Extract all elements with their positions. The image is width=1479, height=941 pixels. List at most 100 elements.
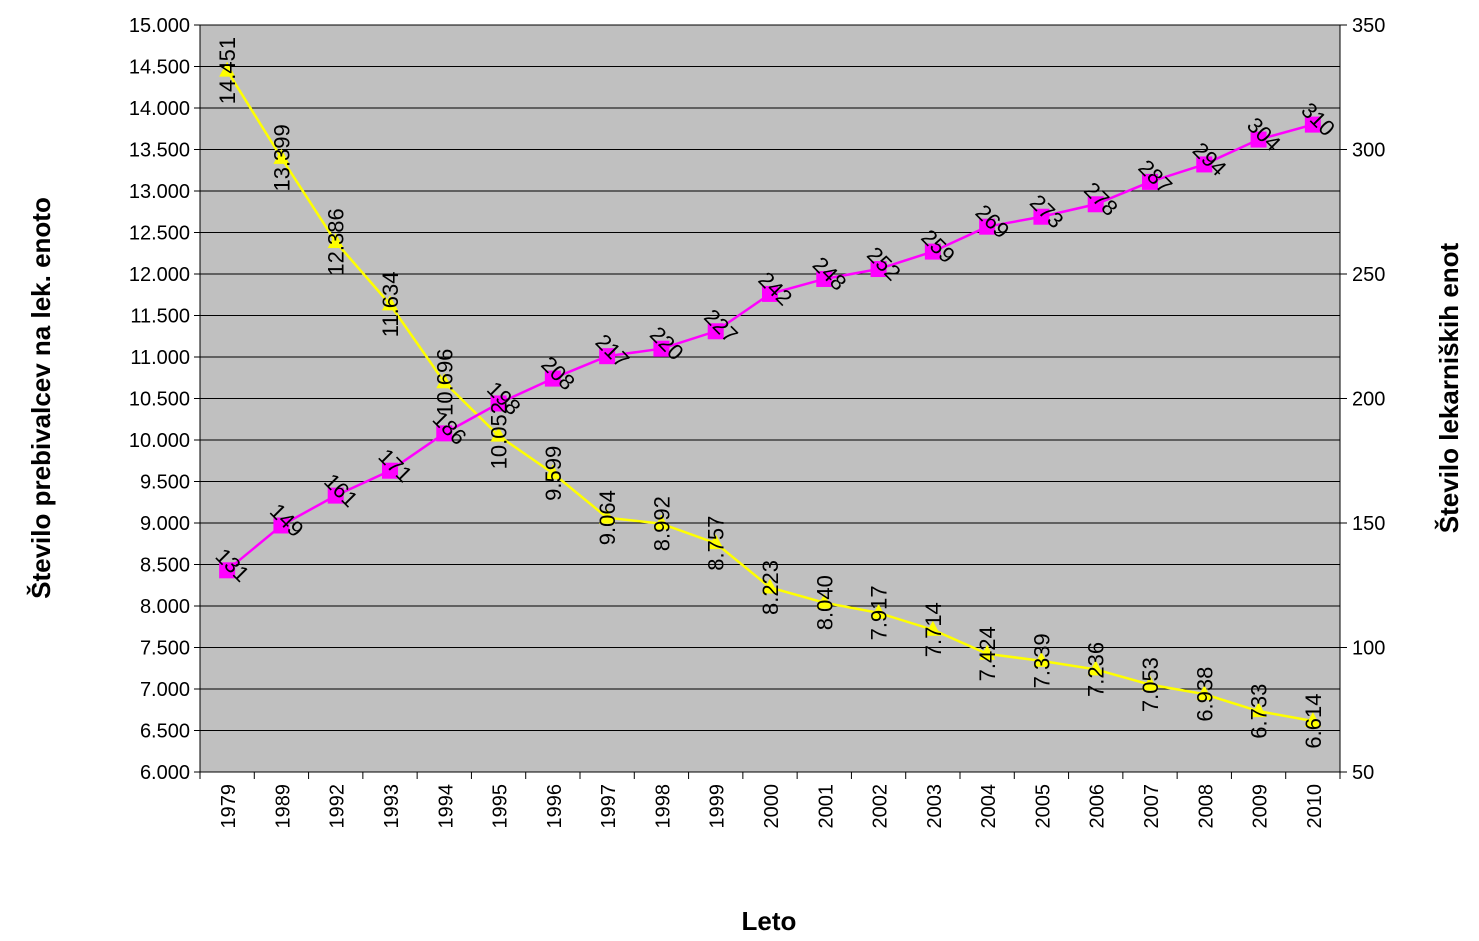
y-axis-right-title: Število lekarniških enot [1434, 242, 1464, 533]
data-point-triangle [979, 644, 996, 660]
right-tick-label: 150 [1352, 513, 1385, 535]
data-point-square [544, 370, 561, 387]
data-label-residents: 9.064 [595, 490, 620, 545]
left-tick-label: 7.500 [140, 638, 190, 660]
x-tick-label: 1997 [598, 784, 620, 829]
x-tick-label: 2001 [815, 784, 837, 829]
data-point-triangle [327, 232, 344, 248]
left-tick-label: 6.000 [140, 762, 190, 784]
x-tick-label: 1996 [544, 784, 566, 829]
x-tick-label: 2010 [1304, 784, 1326, 829]
x-tick-label: 1999 [707, 784, 729, 829]
x-tick-label: 1989 [272, 784, 294, 829]
data-point-triangle [1250, 702, 1267, 718]
right-tick-label: 50 [1352, 762, 1374, 784]
data-point-square [490, 395, 507, 412]
data-point-triangle [653, 514, 670, 530]
data-point-triangle [1087, 660, 1104, 676]
data-label-residents: 11.634 [378, 272, 403, 338]
x-tick-label: 2007 [1141, 784, 1163, 829]
right-tick-label: 200 [1352, 389, 1385, 411]
data-label-residents: 6.938 [1192, 667, 1217, 722]
left-tick-label: 14.500 [129, 57, 190, 79]
data-label-residents: 6.614 [1301, 694, 1326, 749]
x-tick-label: 2005 [1032, 784, 1054, 829]
y-axis-left-title: Število prebivalcev na lek. enoto [26, 197, 56, 599]
left-tick-label: 11.500 [130, 306, 190, 328]
data-point-triangle [816, 593, 833, 609]
x-tick-label: 2003 [924, 784, 946, 829]
data-point-square [382, 462, 398, 479]
left-tick-label: 12.000 [129, 264, 190, 286]
data-label-residents: 8.040 [812, 575, 837, 630]
x-tick-label: 1993 [381, 784, 403, 829]
data-point-triangle [1033, 651, 1050, 667]
left-tick-label: 9.500 [140, 472, 190, 494]
data-label-residents: 12.386 [324, 208, 349, 275]
right-tick-label: 350 [1352, 15, 1385, 37]
data-label-residents: 7.424 [975, 626, 1000, 681]
right-tick-label: 100 [1352, 638, 1385, 660]
right-tick-label: 300 [1352, 140, 1385, 162]
left-tick-label: 12.500 [129, 223, 190, 245]
x-tick-label: 2000 [761, 784, 783, 829]
right-tick-label: 250 [1352, 264, 1385, 286]
x-tick-label: 2006 [1087, 784, 1109, 829]
data-point-square [816, 270, 833, 287]
x-tick-label: 1995 [490, 784, 512, 829]
data-point-square [1033, 208, 1050, 225]
left-tick-label: 8.000 [140, 596, 190, 618]
gridlines [200, 24, 1340, 773]
data-label-residents: 8.223 [758, 560, 783, 615]
x-tick-label: 1992 [327, 784, 349, 829]
left-tick-label: 10.000 [129, 430, 190, 452]
data-label-residents: 9.599 [541, 446, 566, 501]
data-point-triangle [436, 373, 453, 389]
data-point-triangle [1304, 712, 1321, 728]
data-label-residents: 7.714 [921, 602, 946, 657]
data-point-square [653, 340, 670, 357]
x-tick-label: 1979 [218, 784, 240, 829]
data-point-triangle [762, 578, 778, 594]
data-point-triangle [544, 464, 561, 480]
x-tick-label: 2009 [1250, 784, 1272, 829]
left-tick-label: 7.000 [140, 679, 190, 701]
left-tick-label: 9.000 [140, 513, 190, 535]
data-label-residents: 14.451 [215, 37, 240, 104]
left-tick-label: 14.000 [129, 98, 190, 120]
data-point-square [436, 425, 453, 442]
data-point-square [599, 348, 616, 365]
x-axis-title: Leto [742, 906, 797, 936]
data-point-triangle [599, 508, 616, 524]
data-point-square [1087, 196, 1104, 213]
data-point-square [1142, 173, 1158, 190]
data-point-triangle [870, 603, 887, 619]
left-tick-label: 15.000 [129, 15, 190, 37]
data-point-square [707, 323, 724, 340]
left-tick-label: 10.500 [129, 389, 190, 411]
left-tick-label: 13.500 [129, 140, 190, 162]
left-tick-label: 6.500 [140, 721, 190, 743]
data-point-square [870, 261, 887, 278]
data-point-triangle [273, 148, 290, 164]
data-label-residents: 7.236 [1084, 642, 1109, 697]
data-point-square [762, 285, 778, 302]
data-label-residents: 8.992 [649, 496, 674, 551]
data-point-triangle [707, 534, 724, 550]
data-label-residents: 10.052 [487, 402, 512, 469]
data-point-triangle [490, 426, 507, 442]
data-label-residents: 7.339 [1029, 633, 1054, 688]
series-residents-per-pharmacy [219, 61, 1321, 728]
left-tick-label: 11.000 [130, 347, 190, 369]
data-point-triangle [1196, 685, 1213, 701]
data-point-square [327, 487, 344, 504]
data-point-square [1250, 131, 1267, 148]
left-y-axis: 6.000 6.500 7.000 7.500 8.000 8.500 9.000 9.500… [129, 15, 201, 784]
x-tick-label: 1994 [435, 784, 457, 829]
data-point-square [219, 562, 236, 579]
left-tick-label: 13.000 [129, 181, 190, 203]
data-point-square [924, 243, 941, 260]
data-point-triangle [219, 61, 236, 77]
right-y-axis: 50 100 150 200 250 300 350 [1339, 15, 1385, 784]
